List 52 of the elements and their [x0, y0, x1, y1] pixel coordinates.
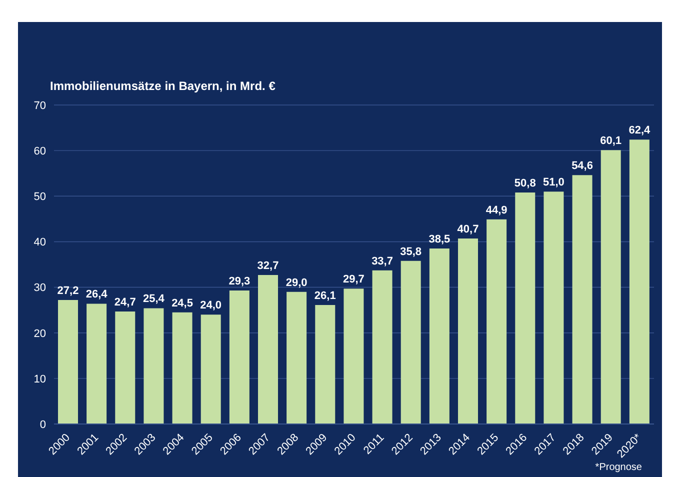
- data-label: 40,7: [457, 224, 479, 236]
- bar: [429, 248, 450, 424]
- data-label: 29,0: [286, 276, 308, 289]
- data-label: 24,0: [200, 300, 222, 312]
- bar: [115, 311, 136, 424]
- bar: [486, 219, 507, 424]
- bar: [172, 312, 192, 424]
- bar: [400, 260, 421, 424]
- bar: [515, 192, 536, 424]
- data-label: 51,0: [543, 176, 564, 189]
- data-label: 44,9: [486, 204, 508, 216]
- data-label: 27,2: [57, 285, 79, 298]
- bar: [286, 292, 307, 424]
- y-tick-label: 70: [34, 100, 46, 112]
- data-label: 54,6: [572, 160, 593, 172]
- data-label: 35,8: [400, 246, 422, 258]
- y-tick-label: 60: [34, 145, 46, 158]
- y-tick-label: 50: [34, 191, 46, 204]
- data-label: 26,1: [314, 290, 336, 302]
- bar: [144, 308, 164, 424]
- bar: [629, 140, 650, 424]
- data-label: 38,5: [428, 234, 450, 246]
- y-tick-label: 30: [34, 282, 46, 294]
- bar: [200, 314, 221, 424]
- data-label: 50,8: [514, 177, 536, 190]
- data-label: 29,3: [228, 275, 250, 288]
- y-tick-label: 40: [34, 236, 46, 249]
- bar: [372, 270, 392, 424]
- bar: [86, 304, 107, 424]
- data-label: 60,1: [600, 135, 622, 148]
- bar: [58, 300, 78, 424]
- bar: [229, 290, 250, 424]
- bar: [344, 288, 364, 424]
- bar: [315, 305, 336, 424]
- data-label: 24,5: [172, 297, 193, 310]
- bar: [258, 274, 278, 424]
- bar: [458, 238, 478, 424]
- chart-title: Immobilienumsätze in Bayern, in Mrd. €: [50, 79, 276, 93]
- data-label: 25,4: [143, 293, 166, 306]
- text: *Prognose: [595, 462, 642, 473]
- y-tick-label: 10: [34, 373, 46, 386]
- data-label: 33,7: [372, 255, 393, 268]
- bar: [572, 175, 592, 424]
- data-label: 24,7: [114, 296, 136, 308]
- bar: [544, 192, 564, 424]
- data-label: 26,4: [86, 288, 108, 301]
- data-label: 62,4: [628, 124, 652, 137]
- y-tick-label: 0: [40, 418, 46, 431]
- data-label: 29,7: [343, 274, 364, 286]
- bar: [600, 150, 621, 424]
- y-tick-label: 20: [34, 328, 46, 340]
- data-label: 32,7: [257, 260, 279, 272]
